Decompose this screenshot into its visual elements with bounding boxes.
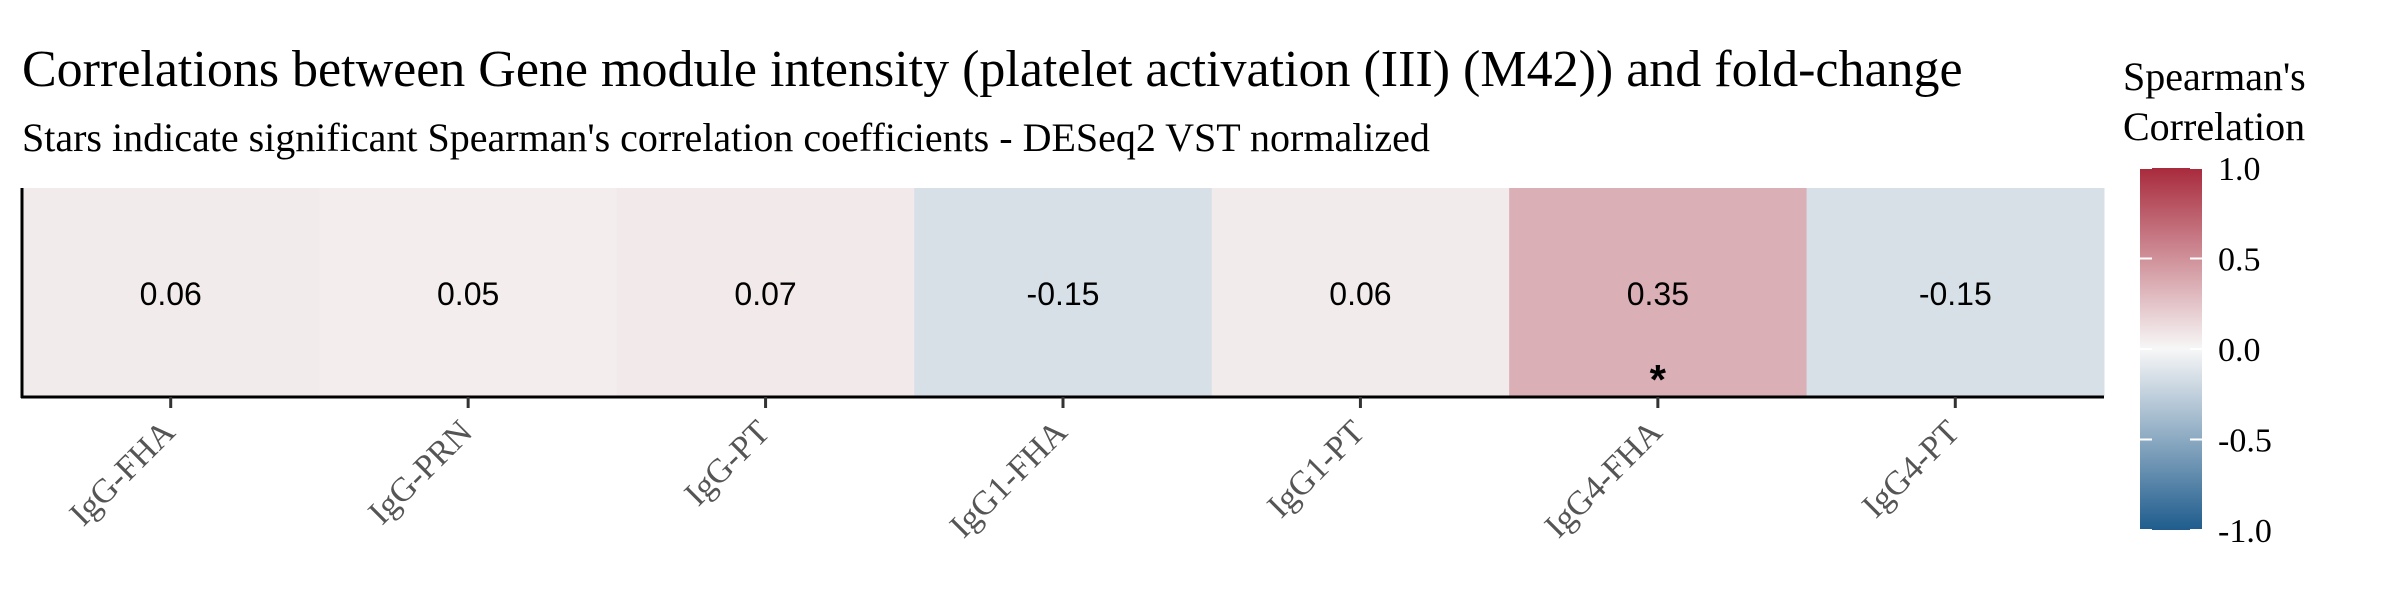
heatmap-cell xyxy=(914,188,1213,396)
cell-value-label: 0.05 xyxy=(437,276,499,312)
legend-title-line2: Correlation xyxy=(2123,104,2306,149)
legend-tick-label: -1.0 xyxy=(2218,513,2272,550)
x-tick-label: IgG-PT xyxy=(678,413,778,513)
legend-tick-label: 1.0 xyxy=(2218,151,2261,188)
cell-value-label: -0.15 xyxy=(1919,276,1992,312)
chart-title: Correlations between Gene module intensi… xyxy=(22,41,1963,98)
cell-value-label: 0.07 xyxy=(734,276,796,312)
legend-tick-label: -0.5 xyxy=(2218,423,2272,460)
heatmap-cell xyxy=(616,188,915,396)
heatmap-cell xyxy=(1509,188,1808,396)
significance-star: * xyxy=(1650,356,1667,403)
legend-tick-label: 0.5 xyxy=(2218,242,2261,279)
x-tick-label: IgG1-FHA xyxy=(943,413,1075,545)
heatmap-cell xyxy=(22,188,320,396)
cell-value-label: -0.15 xyxy=(1027,276,1100,312)
x-tick-label: IgG4-FHA xyxy=(1538,413,1670,545)
legend-title: Spearman's Correlation xyxy=(2123,52,2373,152)
heatmap-value-labels: 0.06 0.05 0.07 -0.15 0.06 0.35 * -0.15 xyxy=(140,276,1992,403)
heatmap-cell xyxy=(1211,188,1510,396)
legend-title-line1: Spearman's xyxy=(2123,54,2306,99)
x-axis-ticks: IgG-FHA IgG-PRN IgG-PT IgG1-FHA IgG1-PT IgG4-… xyxy=(63,397,1967,545)
heatmap-cell xyxy=(319,188,618,396)
chart-subtitle: Stars indicate significant Spearman's co… xyxy=(22,115,1430,160)
heatmap-cell xyxy=(1806,188,2105,396)
cell-value-label: 0.35 xyxy=(1627,276,1689,312)
x-tick-label: IgG1-PT xyxy=(1260,413,1372,525)
x-tick-label: IgG4-PT xyxy=(1855,413,1967,525)
heatmap-cells xyxy=(22,188,2105,396)
color-legend: 1.0 0.5 0.0 -0.5 -1.0 xyxy=(2140,151,2272,550)
x-tick-label: IgG-PRN xyxy=(361,413,479,531)
legend-ticks: 1.0 0.5 0.0 -0.5 -1.0 xyxy=(2140,151,2272,550)
legend-tick-label: 0.0 xyxy=(2218,332,2261,369)
cell-value-label: 0.06 xyxy=(1329,276,1391,312)
x-tick-label: IgG-FHA xyxy=(63,413,183,533)
cell-value-label: 0.06 xyxy=(140,276,202,312)
